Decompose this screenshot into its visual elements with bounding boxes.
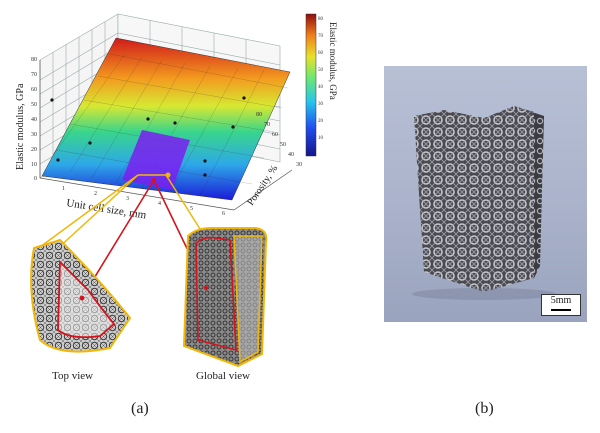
z-tick: 20 xyxy=(31,147,37,153)
data-point xyxy=(203,173,207,177)
data-point xyxy=(88,141,92,145)
data-points xyxy=(50,96,246,177)
data-point xyxy=(56,158,60,162)
global-view-label: Global view xyxy=(196,370,251,382)
data-point xyxy=(231,125,235,129)
z-tick: 80 xyxy=(31,57,37,63)
colorbar-tick: 70 xyxy=(318,34,324,39)
scale-line xyxy=(551,309,571,311)
colorbar-tick: 60 xyxy=(318,51,324,56)
data-point xyxy=(146,117,150,121)
scale-bar: 5mm xyxy=(541,294,581,316)
elastic-surface xyxy=(41,37,291,201)
z-tick: 60 xyxy=(31,87,37,93)
data-point xyxy=(242,96,246,100)
z-axis-label: Elastic modulus, GPa xyxy=(15,83,26,170)
colorbar-label: Elastic modulus, GPa xyxy=(328,22,338,100)
scaffold-photo: 5mm xyxy=(384,66,587,322)
global-view-lattice xyxy=(182,227,268,368)
figure-a: 80 70 60 50 40 30 20 10 0 1 2 3 4 5 6 30… xyxy=(15,13,338,417)
data-point xyxy=(203,159,207,163)
scale-label: 5mm xyxy=(550,295,572,306)
y-tick: 70 xyxy=(264,122,270,128)
x-tick: 6 xyxy=(222,211,225,217)
top-view-label: Top view xyxy=(52,370,94,382)
colorbar-tick: 20 xyxy=(318,119,324,124)
z-tick: 0 xyxy=(34,176,37,182)
x-tick: 3 xyxy=(126,196,129,202)
colorbar-tick: 80 xyxy=(318,17,324,22)
z-tick: 30 xyxy=(31,132,37,138)
colorbar-tick: 30 xyxy=(318,102,324,107)
x-tick: 4 xyxy=(158,201,161,207)
x-tick: 2 xyxy=(94,191,97,197)
lattice-views xyxy=(30,172,268,368)
z-tick: 70 xyxy=(31,72,37,78)
figure-b-caption: (b) xyxy=(475,400,494,417)
y-tick: 50 xyxy=(280,142,286,148)
data-point xyxy=(173,121,177,125)
y-tick: 30 xyxy=(296,162,302,168)
z-tick: 10 xyxy=(31,162,37,168)
colorbar xyxy=(305,13,317,157)
colorbar-tick: 50 xyxy=(318,68,324,73)
x-tick: 5 xyxy=(190,206,193,212)
surface-plot: 80 70 60 50 40 30 20 10 0 1 2 3 4 5 6 30… xyxy=(15,13,338,222)
y-tick: 60 xyxy=(272,132,278,138)
data-point xyxy=(50,98,54,102)
figure-a-caption: (a) xyxy=(131,400,149,417)
z-tick: 40 xyxy=(31,117,37,123)
y-tick: 80 xyxy=(256,112,262,118)
colorbar-tick: 40 xyxy=(318,85,324,90)
y-tick: 40 xyxy=(288,152,294,158)
x-tick: 1 xyxy=(62,186,65,192)
top-view-lattice xyxy=(30,238,132,353)
z-tick: 50 xyxy=(31,102,37,108)
colorbar-tick: 10 xyxy=(318,136,324,141)
